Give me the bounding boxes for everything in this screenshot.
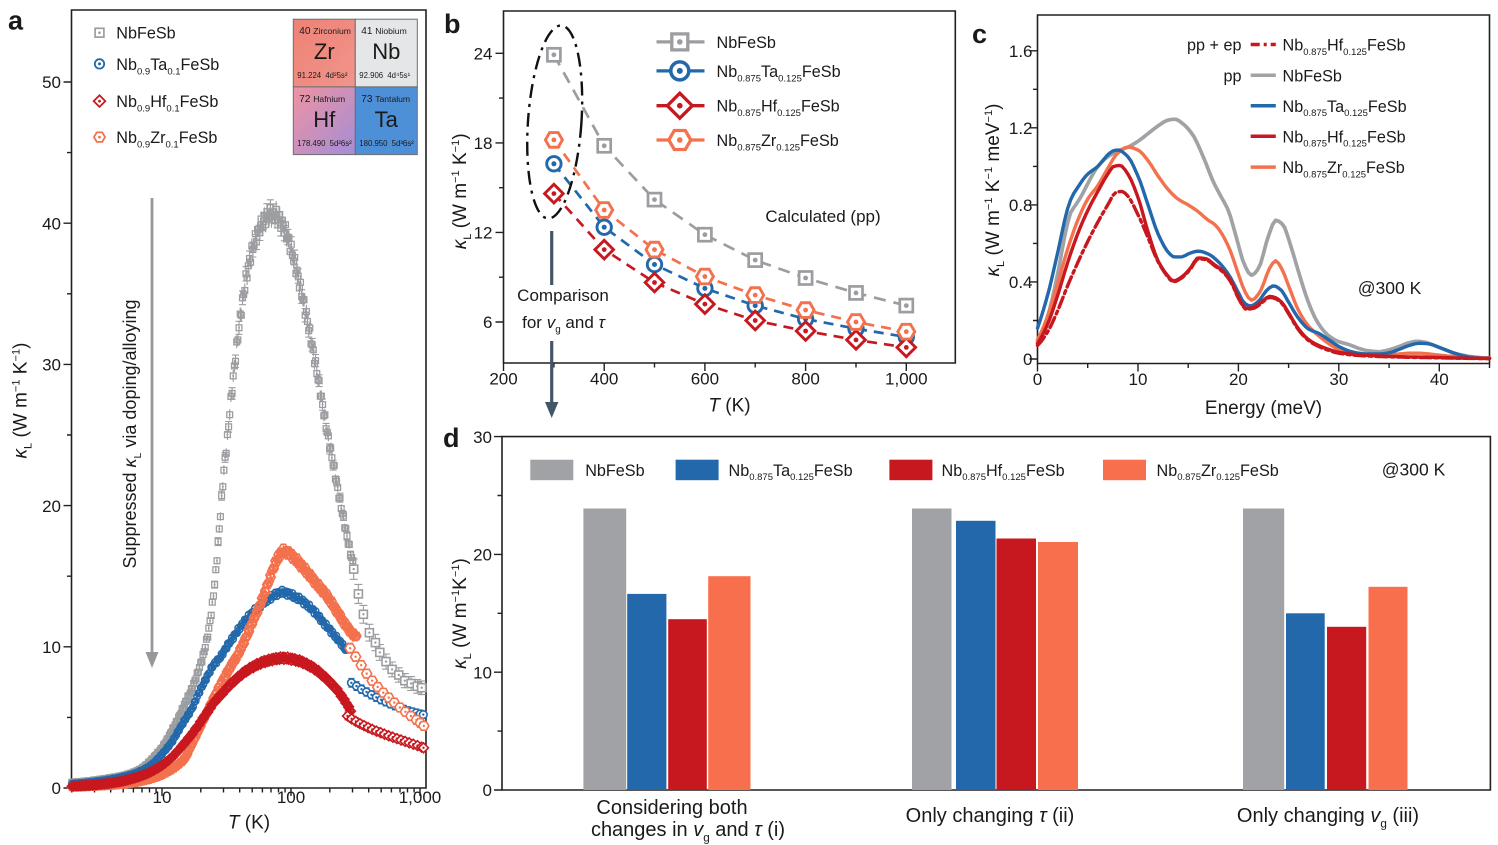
svg-text:Nb0.875Ta0.125FeSb: Nb0.875Ta0.125FeSb (729, 462, 853, 483)
svg-text:30: 30 (1329, 370, 1348, 389)
svg-text:Suppressed κL via doping/alloy: Suppressed κL via doping/alloying (120, 299, 144, 568)
svg-text:Nb0.875Ta0.125FeSb: Nb0.875Ta0.125FeSb (1283, 98, 1407, 119)
svg-text:Nb0.9Ta0.1FeSb: Nb0.9Ta0.1FeSb (116, 56, 219, 77)
svg-text:10: 10 (473, 663, 492, 682)
svg-text:50: 50 (42, 73, 61, 92)
svg-text:κL (W m−1 K−1 meV−1): κL (W m−1 K−1 meV−1) (983, 104, 1007, 277)
svg-text:Ta: Ta (375, 107, 399, 132)
svg-text:Hf: Hf (313, 107, 336, 132)
svg-text:Considering both: Considering both (596, 797, 747, 819)
svg-text:30: 30 (473, 428, 492, 447)
svg-text:1.6: 1.6 (1009, 42, 1033, 61)
svg-text:@300 K: @300 K (1358, 278, 1422, 298)
svg-text:Zr: Zr (314, 39, 335, 64)
svg-text:d: d (443, 423, 460, 453)
svg-text:Only changing vg (iii): Only changing vg (iii) (1237, 805, 1419, 830)
svg-text:72 Hafnium: 72 Hafnium (299, 94, 345, 105)
svg-text:73 Tantalum: 73 Tantalum (361, 94, 410, 105)
svg-text:T (K): T (K) (228, 813, 270, 834)
svg-text:92.906 4d⁴5s¹: 92.906 4d⁴5s¹ (359, 71, 410, 80)
svg-text:20: 20 (473, 546, 492, 565)
svg-text:0: 0 (1033, 370, 1042, 389)
svg-text:1,000: 1,000 (885, 370, 928, 389)
svg-text:40: 40 (1430, 370, 1449, 389)
svg-text:Only changing τ (ii): Only changing τ (ii) (906, 805, 1075, 827)
svg-text:c: c (972, 19, 987, 49)
svg-text:800: 800 (791, 370, 819, 389)
svg-text:0.8: 0.8 (1009, 196, 1033, 215)
svg-text:10: 10 (153, 788, 172, 807)
svg-text:Nb0.875Ta0.125FeSb: Nb0.875Ta0.125FeSb (717, 63, 841, 84)
svg-text:178.490 5d²6s²: 178.490 5d²6s² (297, 139, 352, 148)
svg-text:Nb0.875Zr0.125FeSb: Nb0.875Zr0.125FeSb (717, 132, 839, 153)
svg-text:pp + ep: pp + ep (1187, 37, 1241, 55)
svg-text:Nb0.875Hf0.125FeSb: Nb0.875Hf0.125FeSb (717, 98, 840, 119)
svg-text:24: 24 (474, 44, 493, 63)
svg-text:12: 12 (474, 224, 493, 243)
svg-text:18: 18 (474, 134, 493, 153)
svg-text:a: a (8, 6, 24, 36)
svg-text:NbFeSb: NbFeSb (717, 34, 776, 52)
svg-text:20: 20 (1229, 370, 1248, 389)
svg-text:Nb0.9Hf0.1FeSb: Nb0.9Hf0.1FeSb (116, 93, 218, 114)
svg-text:1.2: 1.2 (1009, 119, 1033, 138)
svg-text:Calculated (pp): Calculated (pp) (765, 207, 880, 226)
svg-text:changes in vg and τ (i): changes in vg and τ (i) (591, 819, 785, 844)
svg-text:b: b (444, 9, 461, 39)
svg-text:180.950 5d³6s²: 180.950 5d³6s² (359, 139, 414, 148)
svg-text:Nb0.875Hf0.125FeSb: Nb0.875Hf0.125FeSb (1283, 128, 1406, 149)
svg-text:@300 K: @300 K (1382, 460, 1446, 480)
svg-text:20: 20 (42, 497, 61, 516)
svg-text:0: 0 (1023, 350, 1032, 369)
svg-text:400: 400 (590, 370, 618, 389)
svg-text:Comparison: Comparison (517, 286, 609, 305)
svg-text:600: 600 (691, 370, 719, 389)
svg-text:6: 6 (483, 313, 492, 332)
svg-text:41 Niobium: 41 Niobium (361, 26, 406, 37)
svg-text:0: 0 (52, 779, 61, 798)
svg-text:0: 0 (483, 781, 492, 800)
svg-text:κL (W m−1K−1): κL (W m−1K−1) (450, 558, 474, 669)
svg-text:10: 10 (42, 638, 61, 657)
svg-text:T (K): T (K) (708, 396, 750, 417)
svg-text:200: 200 (489, 370, 517, 389)
svg-text:for vg and τ: for vg and τ (522, 313, 606, 336)
svg-text:40 Zirconium: 40 Zirconium (299, 26, 351, 37)
svg-text:40: 40 (42, 214, 61, 233)
svg-text:κL (W m−1 K−1): κL (W m−1 K−1) (450, 133, 474, 249)
svg-text:NbFeSb: NbFeSb (1283, 67, 1342, 85)
svg-text:κL (W m−1 K−1): κL (W m−1 K−1) (11, 343, 35, 459)
svg-text:91.224 4d²5s²: 91.224 4d²5s² (297, 71, 348, 80)
svg-text:100: 100 (277, 788, 305, 807)
svg-text:Energy (meV): Energy (meV) (1205, 398, 1322, 419)
svg-text:Nb0.875Zr0.125FeSb: Nb0.875Zr0.125FeSb (1283, 159, 1405, 180)
svg-text:0.4: 0.4 (1009, 273, 1033, 292)
svg-text:NbFeSb: NbFeSb (585, 462, 644, 480)
svg-text:30: 30 (42, 356, 61, 375)
svg-text:10: 10 (1128, 370, 1147, 389)
svg-text:pp: pp (1223, 67, 1241, 85)
svg-text:Nb0.875Zr0.125FeSb: Nb0.875Zr0.125FeSb (1157, 462, 1279, 483)
svg-text:Nb0.875Hf0.125FeSb: Nb0.875Hf0.125FeSb (1283, 37, 1406, 58)
svg-text:Nb0.9Zr0.1FeSb: Nb0.9Zr0.1FeSb (116, 129, 217, 150)
svg-text:1,000: 1,000 (399, 788, 442, 807)
svg-text:NbFeSb: NbFeSb (116, 25, 175, 43)
svg-text:Nb: Nb (372, 39, 400, 64)
svg-text:Nb0.875Hf0.125FeSb: Nb0.875Hf0.125FeSb (942, 462, 1065, 483)
